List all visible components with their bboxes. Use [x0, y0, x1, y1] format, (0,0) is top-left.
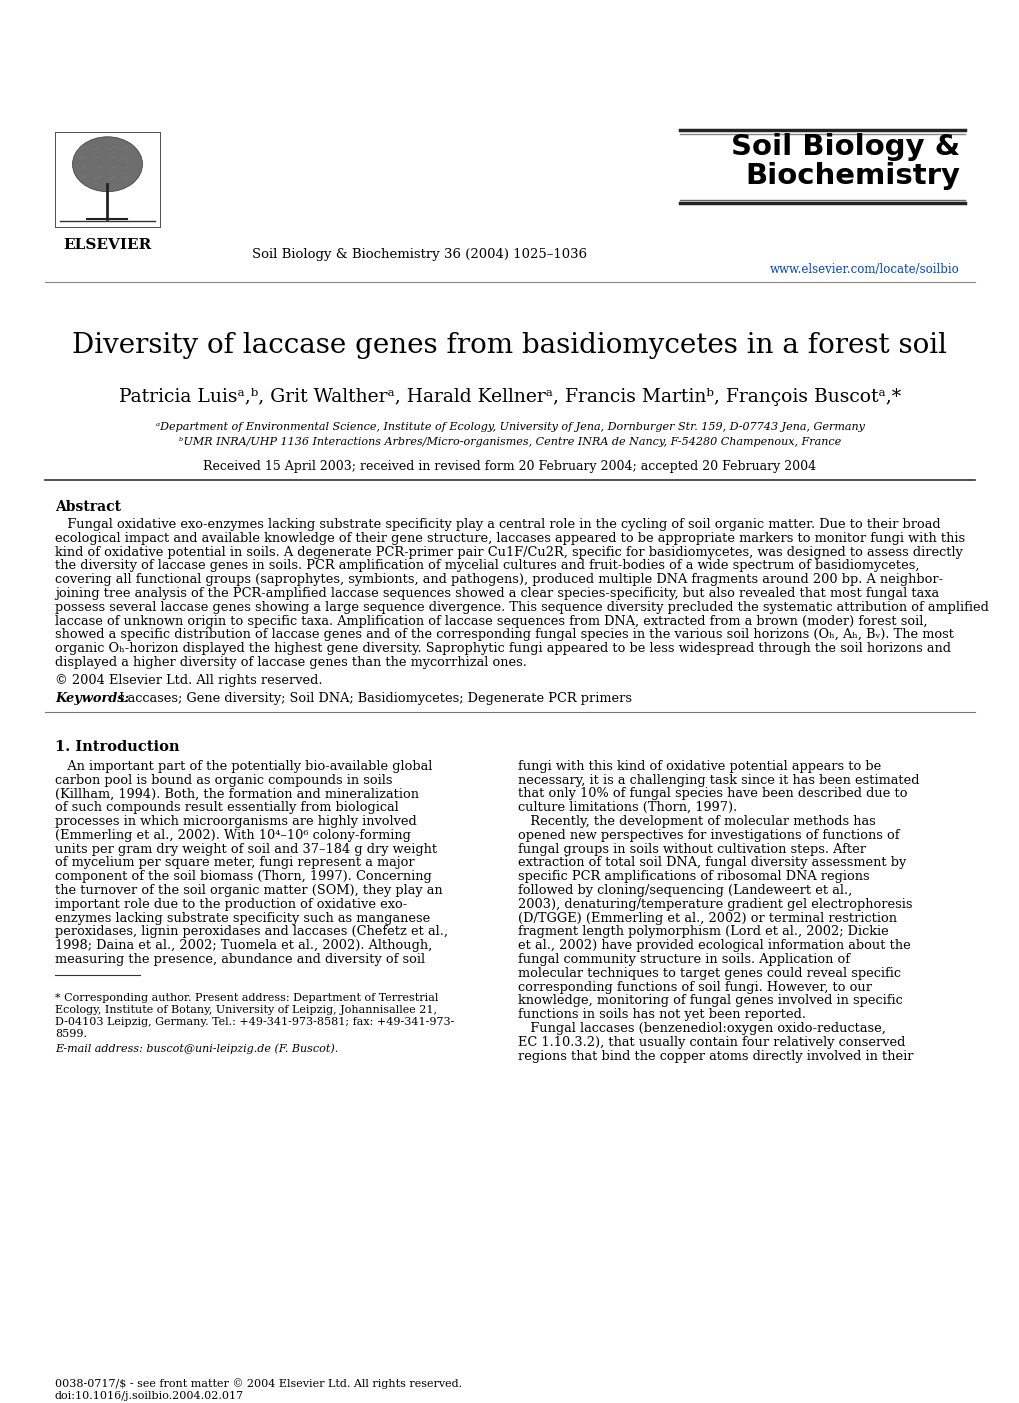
Text: EC 1.10.3.2), that usually contain four relatively conserved: EC 1.10.3.2), that usually contain four …	[518, 1035, 905, 1049]
Text: * Corresponding author. Present address: Department of Terrestrial: * Corresponding author. Present address:…	[55, 993, 438, 1003]
Text: Patricia Luisᵃ,ᵇ, Grit Waltherᵃ, Harald Kellnerᵃ, Francis Martinᵇ, François Busc: Patricia Luisᵃ,ᵇ, Grit Waltherᵃ, Harald …	[119, 389, 900, 405]
Text: fungal groups in soils without cultivation steps. After: fungal groups in soils without cultivati…	[518, 843, 865, 856]
Text: organic Oₕ-horizon displayed the highest gene diversity. Saprophytic fungi appea: organic Oₕ-horizon displayed the highest…	[55, 643, 950, 655]
Text: processes in which microorganisms are highly involved: processes in which microorganisms are hi…	[55, 815, 417, 828]
Text: covering all functional groups (saprophytes, symbionts, and pathogens), produced: covering all functional groups (saprophy…	[55, 574, 943, 586]
Text: molecular techniques to target genes could reveal specific: molecular techniques to target genes cou…	[518, 967, 900, 979]
Text: 2003), denaturing/temperature gradient gel electrophoresis: 2003), denaturing/temperature gradient g…	[518, 898, 912, 911]
Ellipse shape	[72, 136, 143, 192]
Text: regions that bind the copper atoms directly involved in their: regions that bind the copper atoms direc…	[518, 1049, 913, 1062]
Text: fungal community structure in soils. Application of: fungal community structure in soils. App…	[518, 953, 849, 967]
Text: Ecology, Institute of Botany, University of Leipzig, Johannisallee 21,: Ecology, Institute of Botany, University…	[55, 1005, 436, 1014]
Bar	[55, 132, 160, 227]
Text: peroxidases, lignin peroxidases and laccases (Chefetz et al.,: peroxidases, lignin peroxidases and lacc…	[55, 926, 447, 939]
Text: Keywords:: Keywords:	[55, 692, 129, 704]
Text: the turnover of the soil organic matter (SOM), they play an: the turnover of the soil organic matter …	[55, 884, 442, 897]
Text: component of the soil biomass (Thorn, 1997). Concerning: component of the soil biomass (Thorn, 19…	[55, 870, 431, 884]
Text: important role due to the production of oxidative exo-: important role due to the production of …	[55, 898, 407, 911]
Text: Received 15 April 2003; received in revised form 20 February 2004; accepted 20 F: Received 15 April 2003; received in revi…	[203, 460, 816, 473]
Text: (D/TGGE) (Emmerling et al., 2002) or terminal restriction: (D/TGGE) (Emmerling et al., 2002) or ter…	[518, 912, 896, 925]
Text: ᵇUMR INRA/UHP 1136 Interactions Arbres/Micro-organismes, Centre INRA de Nancy, F: ᵇUMR INRA/UHP 1136 Interactions Arbres/M…	[178, 436, 841, 448]
Text: joining tree analysis of the PCR-amplified laccase sequences showed a clear spec: joining tree analysis of the PCR-amplifi…	[55, 586, 938, 600]
Text: An important part of the potentially bio-available global: An important part of the potentially bio…	[55, 760, 432, 773]
Text: corresponding functions of soil fungi. However, to our: corresponding functions of soil fungi. H…	[518, 981, 871, 993]
Text: followed by cloning/sequencing (Landeweert et al.,: followed by cloning/sequencing (Landewee…	[518, 884, 852, 897]
Text: that only 10% of fungal species have been described due to: that only 10% of fungal species have bee…	[518, 787, 907, 800]
Text: Laccases; Gene diversity; Soil DNA; Basidiomycetes; Degenerate PCR primers: Laccases; Gene diversity; Soil DNA; Basi…	[115, 692, 632, 704]
Text: E-mail address: buscot@uni-leipzig.de (F. Buscot).: E-mail address: buscot@uni-leipzig.de (F…	[55, 1044, 338, 1055]
Text: necessary, it is a challenging task since it has been estimated: necessary, it is a challenging task sinc…	[518, 773, 918, 787]
Text: Fungal laccases (benzenediol:oxygen oxido-reductase,: Fungal laccases (benzenediol:oxygen oxid…	[518, 1021, 886, 1035]
Text: knowledge, monitoring of fungal genes involved in specific: knowledge, monitoring of fungal genes in…	[518, 995, 902, 1007]
Text: of mycelium per square meter, fungi represent a major: of mycelium per square meter, fungi repr…	[55, 856, 414, 870]
Text: measuring the presence, abundance and diversity of soil: measuring the presence, abundance and di…	[55, 953, 425, 967]
Text: © 2004 Elsevier Ltd. All rights reserved.: © 2004 Elsevier Ltd. All rights reserved…	[55, 673, 322, 687]
Text: et al., 2002) have provided ecological information about the: et al., 2002) have provided ecological i…	[518, 939, 910, 953]
Text: of such compounds result essentially from biological: of such compounds result essentially fro…	[55, 801, 398, 814]
Text: specific PCR amplifications of ribosomal DNA regions: specific PCR amplifications of ribosomal…	[518, 870, 869, 884]
Text: (Killham, 1994). Both, the formation and mineralization: (Killham, 1994). Both, the formation and…	[55, 787, 419, 800]
Text: enzymes lacking substrate specificity such as manganese: enzymes lacking substrate specificity su…	[55, 912, 430, 925]
Text: possess several laccase genes showing a large sequence divergence. This sequence: possess several laccase genes showing a …	[55, 600, 987, 613]
Text: showed a specific distribution of laccase genes and of the corresponding fungal : showed a specific distribution of laccas…	[55, 629, 953, 641]
Text: Soil Biology & Biochemistry 36 (2004) 1025–1036: Soil Biology & Biochemistry 36 (2004) 10…	[252, 248, 587, 261]
Text: carbon pool is bound as organic compounds in soils: carbon pool is bound as organic compound…	[55, 773, 392, 787]
Text: ecological impact and available knowledge of their gene structure, laccases appe: ecological impact and available knowledg…	[55, 532, 964, 544]
Text: opened new perspectives for investigations of functions of: opened new perspectives for investigatio…	[518, 829, 899, 842]
Text: the diversity of laccase genes in soils. PCR amplification of mycelial cultures : the diversity of laccase genes in soils.…	[55, 560, 918, 572]
Text: Diversity of laccase genes from basidiomycetes in a forest soil: Diversity of laccase genes from basidiom…	[72, 333, 947, 359]
Text: fungi with this kind of oxidative potential appears to be: fungi with this kind of oxidative potent…	[518, 760, 880, 773]
Text: Abstract: Abstract	[55, 499, 121, 513]
Text: D-04103 Leipzig, Germany. Tel.: +49-341-973-8581; fax: +49-341-973-: D-04103 Leipzig, Germany. Tel.: +49-341-…	[55, 1017, 453, 1027]
Text: www.elsevier.com/locate/soilbio: www.elsevier.com/locate/soilbio	[769, 262, 959, 276]
Text: ᵃDepartment of Environmental Science, Institute of Ecology, University of Jena, : ᵃDepartment of Environmental Science, In…	[156, 422, 863, 432]
Text: 0038-0717/$ - see front matter © 2004 Elsevier Ltd. All rights reserved.: 0038-0717/$ - see front matter © 2004 El…	[55, 1378, 462, 1389]
Text: 8599.: 8599.	[55, 1028, 87, 1038]
Text: Soil Biology &: Soil Biology &	[731, 133, 959, 161]
Text: Biochemistry: Biochemistry	[744, 161, 959, 189]
Text: functions in soils has not yet been reported.: functions in soils has not yet been repo…	[518, 1009, 805, 1021]
Text: Recently, the development of molecular methods has: Recently, the development of molecular m…	[518, 815, 875, 828]
Text: doi:10.1016/j.soilbio.2004.02.017: doi:10.1016/j.soilbio.2004.02.017	[55, 1390, 244, 1402]
Text: laccase of unknown origin to specific taxa. Amplification of laccase sequences f: laccase of unknown origin to specific ta…	[55, 615, 926, 627]
Text: units per gram dry weight of soil and 37–184 g dry weight: units per gram dry weight of soil and 37…	[55, 843, 437, 856]
Text: Fungal oxidative exo-enzymes lacking substrate specificity play a central role i: Fungal oxidative exo-enzymes lacking sub…	[55, 518, 940, 530]
Text: extraction of total soil DNA, fungal diversity assessment by: extraction of total soil DNA, fungal div…	[518, 856, 905, 870]
Text: 1998; Daina et al., 2002; Tuomela et al., 2002). Although,: 1998; Daina et al., 2002; Tuomela et al.…	[55, 939, 432, 953]
Text: culture limitations (Thorn, 1997).: culture limitations (Thorn, 1997).	[518, 801, 737, 814]
Text: kind of oxidative potential in soils. A degenerate PCR-primer pair Cu1F/Cu2R, sp: kind of oxidative potential in soils. A …	[55, 546, 962, 558]
Text: displayed a higher diversity of laccase genes than the mycorrhizal ones.: displayed a higher diversity of laccase …	[55, 657, 527, 669]
Text: ELSEVIER: ELSEVIER	[63, 239, 151, 253]
Text: (Emmerling et al., 2002). With 10⁴–10⁶ colony-forming: (Emmerling et al., 2002). With 10⁴–10⁶ c…	[55, 829, 411, 842]
Text: fragment length polymorphism (Lord et al., 2002; Dickie: fragment length polymorphism (Lord et al…	[518, 926, 888, 939]
Text: 1. Introduction: 1. Introduction	[55, 739, 179, 753]
